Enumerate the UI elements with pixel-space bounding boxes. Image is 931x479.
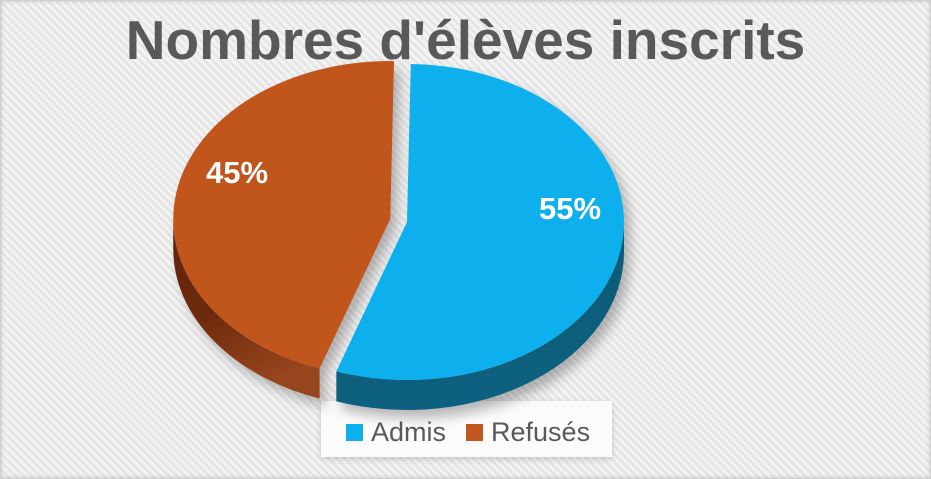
svg-text:55%: 55%: [539, 191, 601, 226]
svg-text:45%: 45%: [206, 155, 268, 190]
